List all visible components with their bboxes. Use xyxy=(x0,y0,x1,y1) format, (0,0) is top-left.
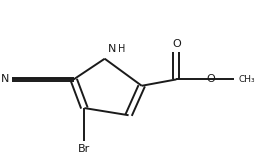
Text: N: N xyxy=(1,74,9,84)
Text: H: H xyxy=(118,44,126,54)
Text: N: N xyxy=(108,44,116,54)
Text: Br: Br xyxy=(78,144,91,154)
Text: O: O xyxy=(206,74,215,84)
Text: O: O xyxy=(172,39,181,49)
Text: CH₃: CH₃ xyxy=(238,75,255,84)
